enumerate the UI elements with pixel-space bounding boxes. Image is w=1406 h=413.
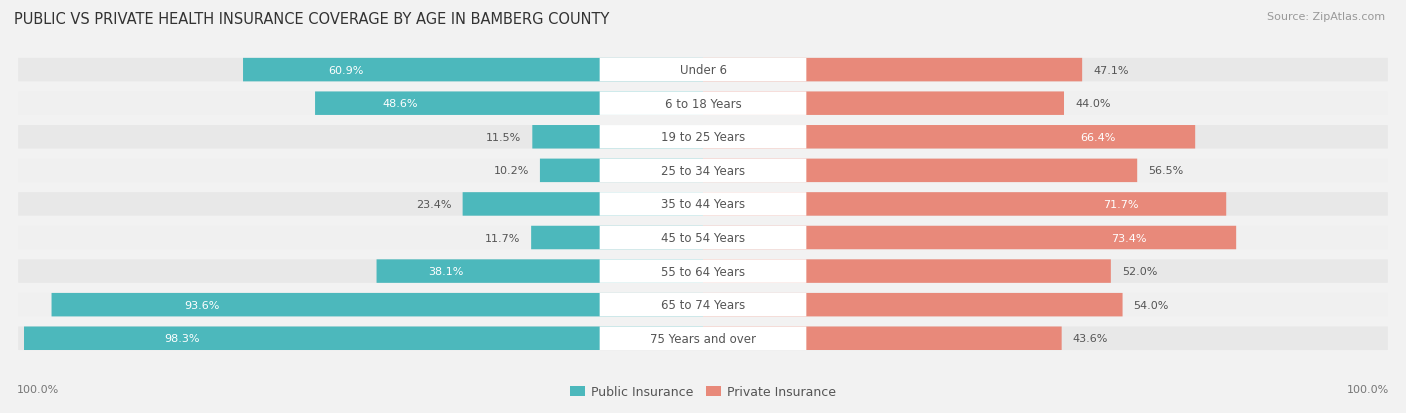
Text: 43.6%: 43.6%	[1073, 333, 1108, 344]
FancyBboxPatch shape	[703, 193, 1226, 216]
FancyBboxPatch shape	[531, 226, 703, 249]
Text: Under 6: Under 6	[679, 64, 727, 77]
Text: 25 to 34 Years: 25 to 34 Years	[661, 164, 745, 178]
FancyBboxPatch shape	[599, 260, 807, 283]
Text: 38.1%: 38.1%	[429, 266, 464, 276]
FancyBboxPatch shape	[24, 327, 703, 350]
FancyBboxPatch shape	[18, 126, 1388, 149]
FancyBboxPatch shape	[599, 92, 807, 116]
Text: Source: ZipAtlas.com: Source: ZipAtlas.com	[1267, 12, 1385, 22]
FancyBboxPatch shape	[18, 59, 1388, 82]
FancyBboxPatch shape	[599, 59, 807, 82]
FancyBboxPatch shape	[18, 327, 1388, 350]
FancyBboxPatch shape	[599, 193, 807, 216]
FancyBboxPatch shape	[18, 92, 1388, 116]
Text: 52.0%: 52.0%	[1122, 266, 1157, 276]
FancyBboxPatch shape	[599, 327, 807, 350]
FancyBboxPatch shape	[703, 159, 1137, 183]
FancyBboxPatch shape	[703, 92, 1064, 116]
Text: 71.7%: 71.7%	[1104, 199, 1139, 209]
FancyBboxPatch shape	[540, 159, 703, 183]
Text: 11.5%: 11.5%	[486, 133, 522, 142]
FancyBboxPatch shape	[52, 293, 703, 317]
Text: 65 to 74 Years: 65 to 74 Years	[661, 299, 745, 311]
Text: 44.0%: 44.0%	[1076, 99, 1111, 109]
FancyBboxPatch shape	[18, 226, 1388, 249]
Legend: Public Insurance, Private Insurance: Public Insurance, Private Insurance	[565, 380, 841, 403]
Text: 66.4%: 66.4%	[1080, 133, 1115, 142]
Text: 47.1%: 47.1%	[1094, 65, 1129, 76]
FancyBboxPatch shape	[599, 126, 807, 149]
FancyBboxPatch shape	[18, 193, 1388, 216]
FancyBboxPatch shape	[703, 327, 1062, 350]
Text: 56.5%: 56.5%	[1149, 166, 1184, 176]
FancyBboxPatch shape	[243, 59, 703, 82]
FancyBboxPatch shape	[377, 260, 703, 283]
Text: 19 to 25 Years: 19 to 25 Years	[661, 131, 745, 144]
FancyBboxPatch shape	[599, 159, 807, 183]
Text: 6 to 18 Years: 6 to 18 Years	[665, 97, 741, 110]
FancyBboxPatch shape	[703, 226, 1236, 249]
FancyBboxPatch shape	[18, 159, 1388, 183]
FancyBboxPatch shape	[315, 92, 703, 116]
FancyBboxPatch shape	[463, 193, 703, 216]
FancyBboxPatch shape	[599, 226, 807, 249]
FancyBboxPatch shape	[533, 126, 703, 149]
FancyBboxPatch shape	[18, 293, 1388, 317]
Text: 100.0%: 100.0%	[1347, 385, 1389, 394]
FancyBboxPatch shape	[703, 59, 1083, 82]
Text: 10.2%: 10.2%	[494, 166, 529, 176]
Text: PUBLIC VS PRIVATE HEALTH INSURANCE COVERAGE BY AGE IN BAMBERG COUNTY: PUBLIC VS PRIVATE HEALTH INSURANCE COVER…	[14, 12, 609, 27]
Text: 60.9%: 60.9%	[328, 65, 364, 76]
Text: 100.0%: 100.0%	[17, 385, 59, 394]
Text: 35 to 44 Years: 35 to 44 Years	[661, 198, 745, 211]
Text: 73.4%: 73.4%	[1111, 233, 1146, 243]
Text: 98.3%: 98.3%	[165, 333, 200, 344]
Text: 75 Years and over: 75 Years and over	[650, 332, 756, 345]
Text: 11.7%: 11.7%	[485, 233, 520, 243]
Text: 23.4%: 23.4%	[416, 199, 451, 209]
Text: 48.6%: 48.6%	[382, 99, 418, 109]
Text: 54.0%: 54.0%	[1133, 300, 1168, 310]
Text: 45 to 54 Years: 45 to 54 Years	[661, 231, 745, 244]
FancyBboxPatch shape	[599, 293, 807, 317]
FancyBboxPatch shape	[703, 126, 1195, 149]
FancyBboxPatch shape	[703, 260, 1111, 283]
Text: 55 to 64 Years: 55 to 64 Years	[661, 265, 745, 278]
Text: 93.6%: 93.6%	[184, 300, 219, 310]
FancyBboxPatch shape	[703, 293, 1122, 317]
FancyBboxPatch shape	[18, 260, 1388, 283]
